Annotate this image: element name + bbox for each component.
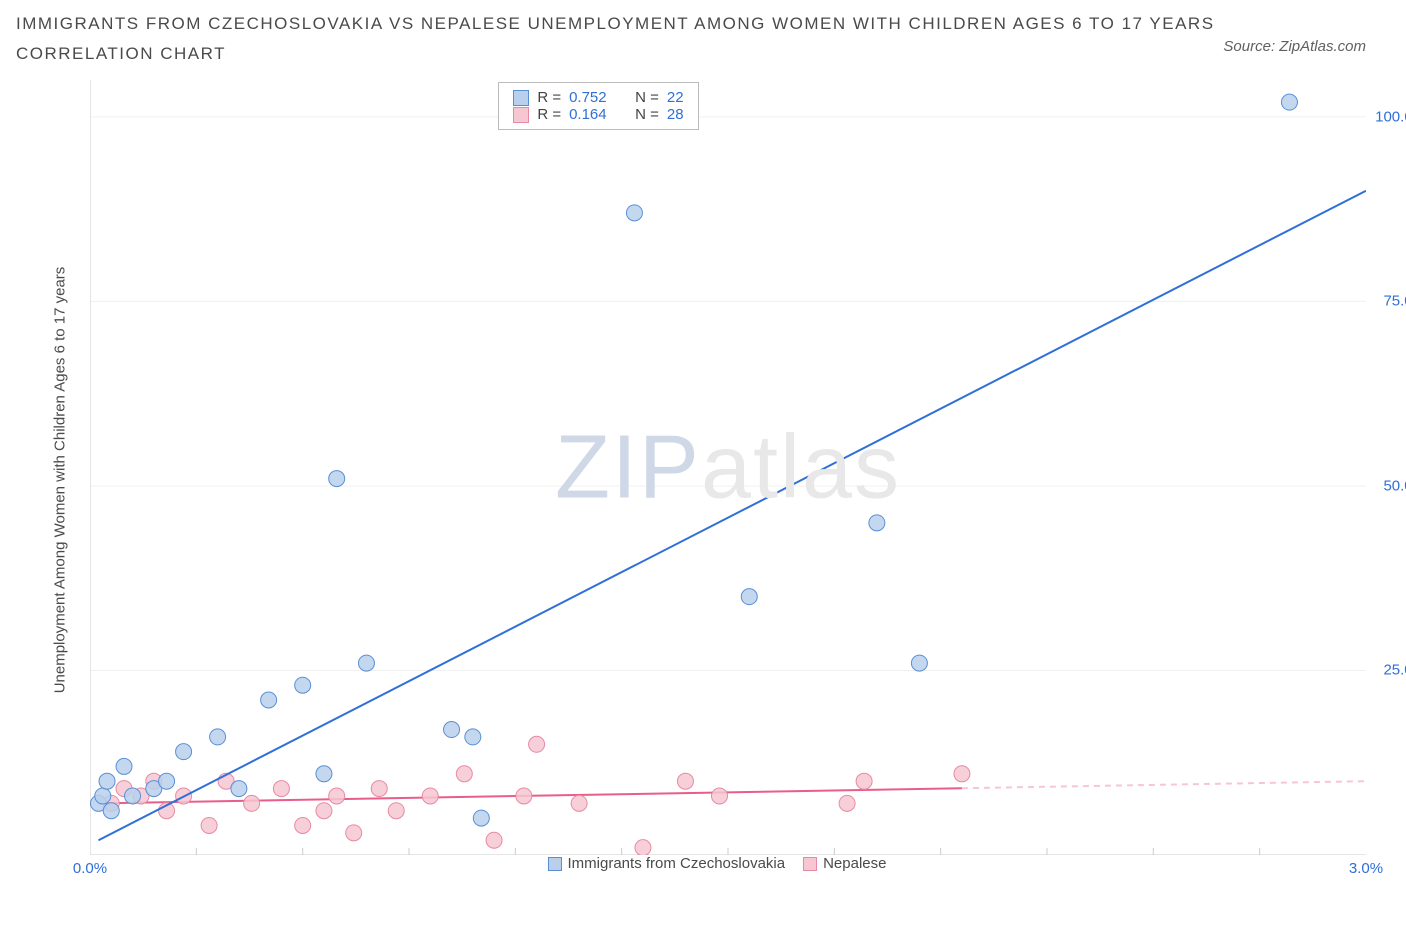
y-tick-label: 50.0%	[1383, 477, 1406, 494]
legend-swatch	[803, 857, 817, 871]
y-tick-label: 75.0%	[1383, 293, 1406, 310]
r-value: 0.164	[569, 106, 607, 123]
n-label: N =	[635, 106, 659, 123]
r-value: 0.752	[569, 89, 607, 106]
title-line-1: IMMIGRANTS FROM CZECHOSLOVAKIA VS NEPALE…	[16, 14, 1406, 34]
correlation-legend-box: R = 0.752 N = 22 R = 0.164 N = 28	[498, 82, 698, 130]
legend-label: Nepalese	[823, 855, 886, 872]
series-legend: Immigrants from Czechoslovakia Nepalese	[50, 855, 1366, 872]
page-container: IMMIGRANTS FROM CZECHOSLOVAKIA VS NEPALE…	[0, 0, 1406, 930]
r-label: R =	[537, 106, 561, 123]
title-line-2: CORRELATION CHART	[16, 44, 1406, 64]
y-tick-label: 100.0%	[1375, 108, 1406, 125]
legend-swatch	[548, 857, 562, 871]
n-value: 22	[667, 89, 684, 106]
legend-swatch	[513, 90, 529, 106]
n-label: N =	[635, 89, 659, 106]
source-prefix: Source:	[1223, 38, 1279, 55]
legend-label: Immigrants from Czechoslovakia	[568, 855, 786, 872]
legend-swatch	[513, 107, 529, 123]
title-block: IMMIGRANTS FROM CZECHOSLOVAKIA VS NEPALE…	[0, 0, 1406, 64]
source-name[interactable]: ZipAtlas.com	[1279, 38, 1366, 55]
legend-row: R = 0.752 N = 22	[513, 89, 683, 106]
plot-region: ZIPatlas 0.0%3.0% 25.0%50.0%75.0%100.0% …	[90, 80, 1366, 855]
chart-area: Unemployment Among Women with Children A…	[50, 80, 1366, 880]
r-label: R =	[537, 89, 561, 106]
source-attribution: Source: ZipAtlas.com	[1223, 38, 1366, 55]
n-value: 28	[667, 106, 684, 123]
y-axis-label: Unemployment Among Women with Children A…	[52, 267, 69, 694]
legend-row: R = 0.164 N = 28	[513, 106, 683, 123]
y-tick-label: 25.0%	[1383, 662, 1406, 679]
scatter-chart-svg	[90, 80, 1366, 855]
